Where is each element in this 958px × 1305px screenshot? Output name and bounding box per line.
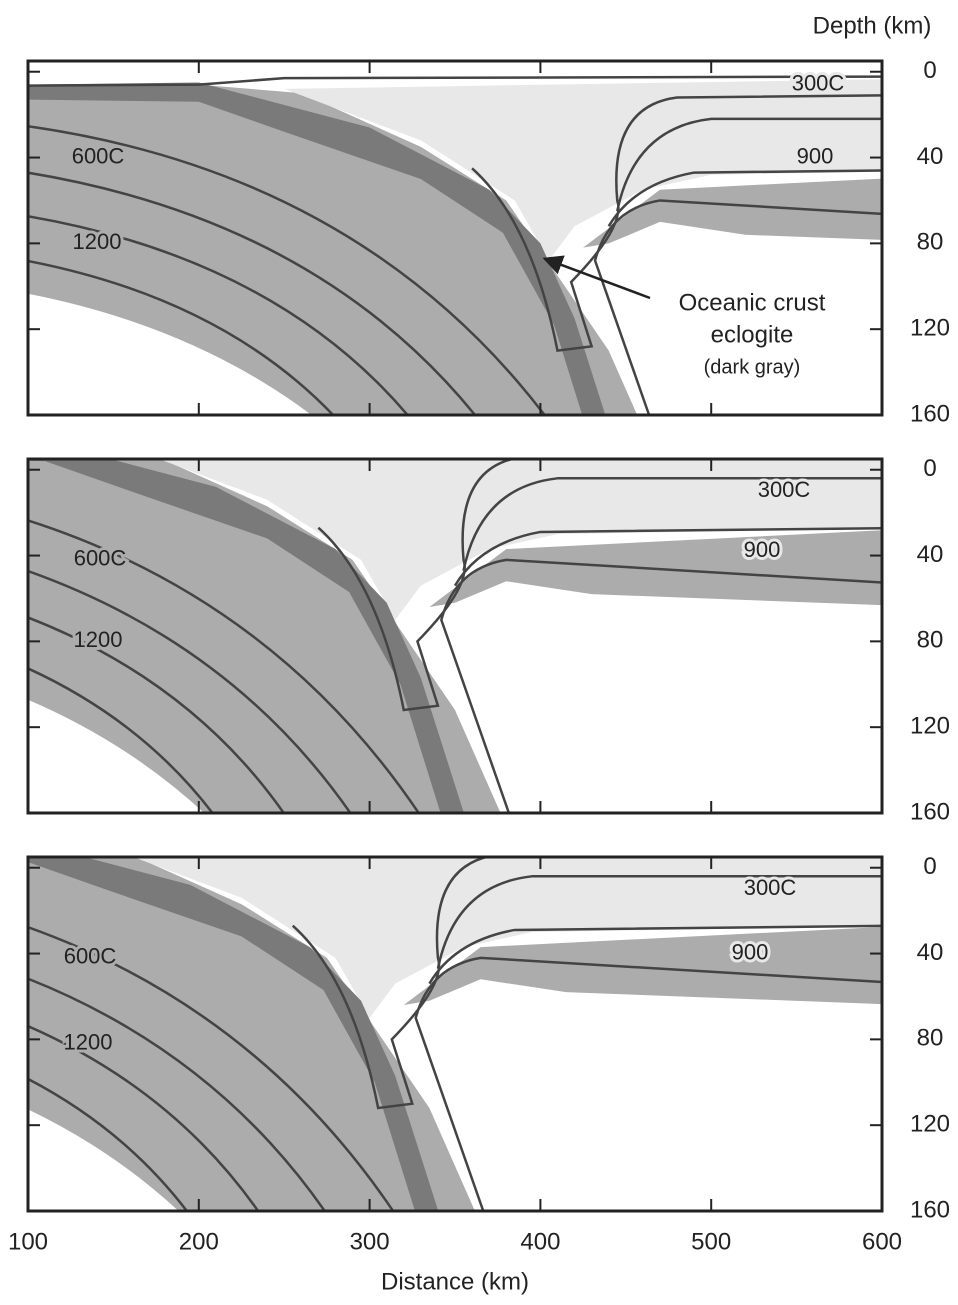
- y-tick-label: 40: [917, 143, 944, 170]
- x-tick-label: 600: [862, 1228, 902, 1255]
- y-tick-label: 80: [917, 627, 944, 654]
- y-tick-label: 120: [910, 713, 950, 740]
- shape-group: [0, 435, 933, 903]
- figure: Depth (km) Distance (km) 300C900600C1200…: [0, 0, 958, 1305]
- y-tick-label: 160: [910, 798, 950, 825]
- x-axis-title: Distance (km): [381, 1268, 529, 1295]
- contour-label: 300C: [792, 70, 845, 95]
- contour-label: 1200: [74, 627, 123, 652]
- y-axis-title: Depth (km): [813, 12, 932, 39]
- x-tick-label: 200: [179, 1228, 219, 1255]
- contour-label: 300C: [744, 875, 797, 900]
- contour-label: 1200: [64, 1029, 113, 1054]
- x-tick-label: 500: [691, 1228, 731, 1255]
- x-tick-label: 300: [350, 1228, 390, 1255]
- y-tick-label: 40: [917, 541, 944, 568]
- contour-label: 600C: [74, 546, 127, 571]
- panel: 300C 900 600C 1200 0 40 80 120 160 100 200 300 400 50…: [0, 833, 950, 1301]
- panel: 300C 900 600C 1200 0 40 80 120 160: [0, 435, 950, 903]
- y-tick-label: 80: [917, 1025, 944, 1052]
- isotherm: [0, 435, 933, 446]
- y-tick-label: 120: [910, 315, 950, 342]
- shape-group: [0, 833, 908, 1301]
- y-tick-label: 0: [923, 853, 936, 880]
- contour-label: 300C: [758, 477, 811, 502]
- contour-label: 600C: [64, 944, 117, 969]
- y-tick-label: 120: [910, 1111, 950, 1138]
- contour-label: 900: [744, 537, 781, 562]
- contour-label: 900: [732, 939, 769, 964]
- y-tick-label: 160: [910, 1196, 950, 1223]
- isotherm: [441, 560, 933, 903]
- panel-shapes: [0, 435, 933, 903]
- annotation-text: eclogite: [711, 321, 794, 348]
- panel-shapes: [0, 833, 908, 1301]
- y-tick-label: 0: [923, 455, 936, 482]
- isotherm: [416, 958, 908, 1301]
- isotherm: [0, 833, 908, 844]
- annotation-text: Oceanic crust: [679, 289, 826, 316]
- y-tick-label: 80: [917, 229, 944, 256]
- x-tick-label: 400: [520, 1228, 560, 1255]
- contour-label: 600C: [72, 143, 125, 168]
- contour-label: 1200: [73, 229, 122, 254]
- y-tick-label: 160: [910, 400, 950, 427]
- x-tick-label: 100: [8, 1228, 48, 1255]
- y-tick-label: 0: [923, 57, 936, 84]
- y-tick-label: 40: [917, 939, 944, 966]
- contour-label: 900: [797, 143, 834, 168]
- annotation-text: (dark gray): [704, 356, 801, 378]
